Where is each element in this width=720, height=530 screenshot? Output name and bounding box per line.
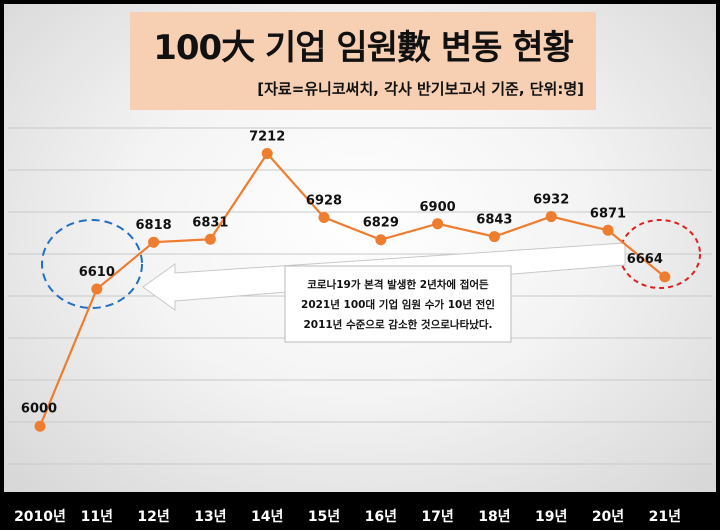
data-label: 6928 <box>306 193 342 208</box>
data-point <box>602 224 614 236</box>
annotation-line-3: 2011년 수준으로 감소한 것으로나타났다. <box>303 318 492 331</box>
annotation-line-2: 2021년 100대 기업 임원 수가 10년 전인 <box>301 298 495 311</box>
data-label: 6831 <box>192 215 228 230</box>
data-label: 6932 <box>533 193 569 208</box>
data-point <box>432 218 444 230</box>
data-label: 6843 <box>476 213 512 228</box>
x-tick-label: 20년 <box>591 509 625 525</box>
gridlines <box>8 127 712 465</box>
data-label: 6000 <box>21 401 57 416</box>
data-label: 6871 <box>590 206 626 221</box>
data-label: 7212 <box>249 130 285 145</box>
data-labels: 6000 6610 6818 6831 7212 6928 6829 6900 6843 6932… <box>21 130 663 417</box>
annotation-box: 코로나19가 본격 발생한 2년차에 접어든 2021년 100대 기업 임원 … <box>284 265 512 343</box>
x-tick-label: 14년 <box>251 509 284 525</box>
line-chart: 6000 6610 6818 6831 7212 6928 6829 6900 6843 6932… <box>8 127 712 465</box>
series-polyline <box>38 151 666 427</box>
data-point <box>488 231 500 243</box>
data-label: 6829 <box>363 216 399 231</box>
data-point <box>148 236 160 248</box>
x-tick-label: 16년 <box>364 509 397 525</box>
highlight-circle-2011 <box>41 219 143 309</box>
x-tick-label: 17년 <box>421 509 454 525</box>
title-box: 100大 기업 임원數 변동 현황 [자료=유니코써치, 각사 반기보고서 기준… <box>130 12 596 110</box>
data-point <box>261 148 273 160</box>
data-label: 6610 <box>79 265 115 280</box>
data-point <box>318 211 330 223</box>
x-axis: 2010년 11년 12년 13년 14년 15년 16년 17년 18년 19년 20년 21년 <box>0 492 720 530</box>
data-label: 6900 <box>420 200 456 215</box>
x-tick-label: 12년 <box>137 509 170 525</box>
series-line <box>38 151 666 427</box>
data-point <box>91 283 103 295</box>
chart-source-note: [자료=유니코써치, 각사 반기보고서 기준, 단위:명] <box>257 80 584 98</box>
data-point <box>204 233 216 245</box>
x-tick-label: 15년 <box>307 509 341 525</box>
chart-title: 100大 기업 임원數 변동 현황 <box>153 28 574 68</box>
series-points <box>34 148 671 432</box>
x-tick-label: 21년 <box>648 509 681 525</box>
x-tick-label: 18년 <box>478 509 511 525</box>
data-label: 6818 <box>136 218 172 233</box>
annotation-line-1: 코로나19가 본격 발생한 2년차에 접어든 <box>307 278 489 291</box>
x-tick-label: 19년 <box>535 509 568 525</box>
x-tick-label: 2010년 <box>14 509 66 525</box>
data-point <box>545 211 557 223</box>
x-tick-label: 13년 <box>194 509 227 525</box>
data-label: 6664 <box>627 252 663 267</box>
x-tick-label: 11년 <box>80 509 113 525</box>
data-point <box>34 420 46 432</box>
data-point <box>375 234 387 246</box>
data-point <box>659 271 671 283</box>
highlight-circle-2021 <box>619 219 701 289</box>
